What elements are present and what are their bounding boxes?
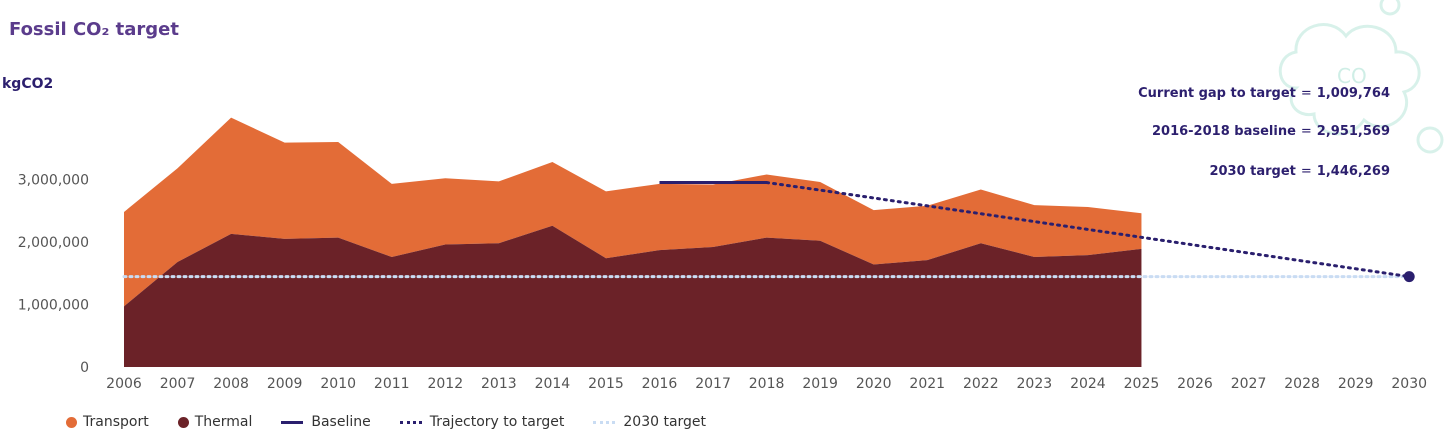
x-tick-label: 2030 — [1391, 376, 1427, 392]
x-tick-label: 2009 — [267, 376, 303, 392]
legend-item-baseline[interactable]: Baseline — [281, 414, 371, 430]
chart-title: Fossil CO₂ target — [9, 19, 179, 40]
stat-baseline: 2016-2018 baseline = 2,951,569 — [1151, 124, 1390, 139]
x-tick-label: 2029 — [1338, 376, 1374, 392]
legend-swatch-transport — [66, 416, 77, 428]
legend-item-trajectory[interactable]: Trajectory to target — [399, 414, 565, 430]
x-tick-label: 2008 — [213, 376, 249, 392]
thermal-area — [124, 225, 1142, 367]
x-tick-label: 2007 — [160, 376, 196, 392]
y-tick-label: 3,000,000 — [18, 173, 89, 189]
y-tick-label: 2,000,000 — [18, 235, 89, 251]
stat-current-gap-value: 1,009,764 — [1316, 86, 1390, 101]
y-tick-label: 1,000,000 — [18, 298, 89, 314]
stat-2030-target-label: 2030 target — [1209, 164, 1296, 179]
legend-label-transport: Transport — [83, 414, 149, 430]
x-tick-label: 2017 — [695, 376, 731, 392]
legend-label-thermal: Thermal — [194, 414, 253, 430]
target-2030-point — [1403, 271, 1415, 283]
x-tick-label: 2028 — [1284, 376, 1320, 392]
stat-baseline-label: 2016-2018 baseline — [1151, 124, 1296, 139]
trajectory-line — [765, 181, 1411, 279]
x-tick-label: 2027 — [1231, 376, 1267, 392]
transport-area — [124, 117, 1142, 307]
y-tick-label: 0 — [80, 360, 89, 376]
x-tick-label: 2026 — [1177, 376, 1213, 392]
y-axis-unit-label: kgCO2 — [2, 76, 54, 92]
x-tick-label: 2011 — [374, 376, 410, 392]
x-tick-label: 2006 — [106, 376, 142, 392]
x-tick-label: 2024 — [1070, 376, 1106, 392]
stat-baseline-value: 2,951,569 — [1316, 124, 1390, 139]
x-tick-label: 2023 — [1017, 376, 1053, 392]
legend-swatch-trajectory — [399, 420, 422, 424]
x-tick-label: 2012 — [427, 376, 463, 392]
decorative-cloud-label: CO — [1337, 64, 1367, 88]
x-tick-label: 2016 — [642, 376, 678, 392]
x-tick-label: 2025 — [1124, 376, 1160, 392]
x-tick-label: 2018 — [749, 376, 785, 392]
stat-current-gap: Current gap to target = 1,009,764 — [1138, 86, 1390, 101]
stat-current-gap-label: Current gap to target — [1138, 86, 1296, 101]
x-tick-label: 2015 — [588, 376, 624, 392]
x-tick-label: 2010 — [320, 376, 356, 392]
chart-legend: Transport Thermal Baseline Trajectory to… — [66, 414, 735, 430]
legend-label-trajectory: Trajectory to target — [429, 414, 565, 430]
x-tick-label: 2022 — [963, 376, 999, 392]
stat-2030-target: 2030 target = 1,446,269 — [1209, 164, 1390, 179]
x-tick-label: 2020 — [856, 376, 892, 392]
legend-swatch-2030-target — [593, 420, 616, 424]
legend-swatch-baseline — [281, 420, 304, 424]
x-tick-label: 2014 — [535, 376, 571, 392]
legend-label-2030-target: 2030 target — [623, 414, 707, 430]
x-tick-label: 2021 — [909, 376, 945, 392]
x-tick-label: 2019 — [802, 376, 838, 392]
legend-item-thermal[interactable]: Thermal — [177, 414, 253, 430]
legend-item-transport[interactable]: Transport — [66, 414, 149, 430]
stat-2030-target-value: 1,446,269 — [1316, 164, 1390, 179]
legend-label-baseline: Baseline — [311, 414, 371, 430]
legend-item-2030-target[interactable]: 2030 target — [593, 414, 706, 430]
x-tick-label: 2013 — [481, 376, 517, 392]
legend-swatch-thermal — [177, 416, 189, 428]
decorative-cloud-icon — [1278, 0, 1444, 154]
